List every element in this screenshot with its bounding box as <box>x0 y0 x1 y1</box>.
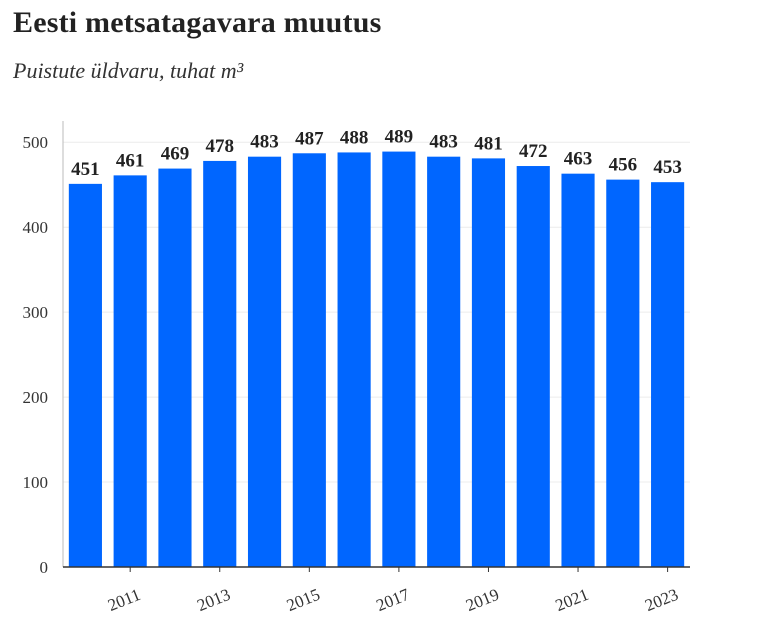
bar <box>427 156 461 567</box>
y-tick-label: 500 <box>23 133 49 152</box>
bar-value-label: 489 <box>385 127 414 148</box>
bar <box>382 151 416 567</box>
bar <box>471 158 506 568</box>
bar-value-label: 456 <box>609 155 638 176</box>
x-tick-label: 2021 <box>553 585 592 615</box>
y-tick-label: 100 <box>23 473 49 492</box>
x-tick-label: 2011 <box>105 585 143 615</box>
bar-value-label: 472 <box>519 141 548 162</box>
bar-value-label: 478 <box>206 136 235 157</box>
x-tick-label: 2013 <box>194 585 233 615</box>
bar-value-label: 481 <box>474 133 503 154</box>
bar <box>113 175 147 568</box>
bar <box>561 173 595 567</box>
bar <box>516 166 550 567</box>
bar <box>68 183 102 568</box>
bar-value-label: 487 <box>295 128 324 149</box>
bar-value-label: 463 <box>564 149 593 170</box>
bar <box>651 182 685 567</box>
bar-value-label: 453 <box>653 157 682 178</box>
x-tick-label: 2015 <box>284 585 323 615</box>
y-tick-label: 300 <box>23 303 49 322</box>
bar-value-label: 469 <box>161 144 190 165</box>
bar-value-label: 451 <box>71 159 100 180</box>
bar-value-label: 488 <box>340 127 369 148</box>
bar <box>203 160 237 567</box>
bar <box>606 179 640 568</box>
bar-value-label: 461 <box>116 150 145 171</box>
bar <box>247 156 282 567</box>
bar <box>292 153 326 567</box>
x-tick-label: 2023 <box>642 585 681 615</box>
bar-value-label: 483 <box>429 132 458 153</box>
bar-value-label: 483 <box>250 132 279 153</box>
chart-title: Eesti metsatagavara muutus <box>13 6 382 39</box>
y-tick-label: 400 <box>23 218 49 237</box>
bar <box>337 152 371 568</box>
y-tick-label: 200 <box>23 388 49 407</box>
y-tick-label: 0 <box>40 558 49 577</box>
x-tick-label: 2019 <box>463 585 502 615</box>
chart-subtitle: Puistute üldvaru, tuhat m³ <box>13 58 244 83</box>
x-tick-label: 2017 <box>374 585 413 616</box>
bar <box>158 168 192 567</box>
